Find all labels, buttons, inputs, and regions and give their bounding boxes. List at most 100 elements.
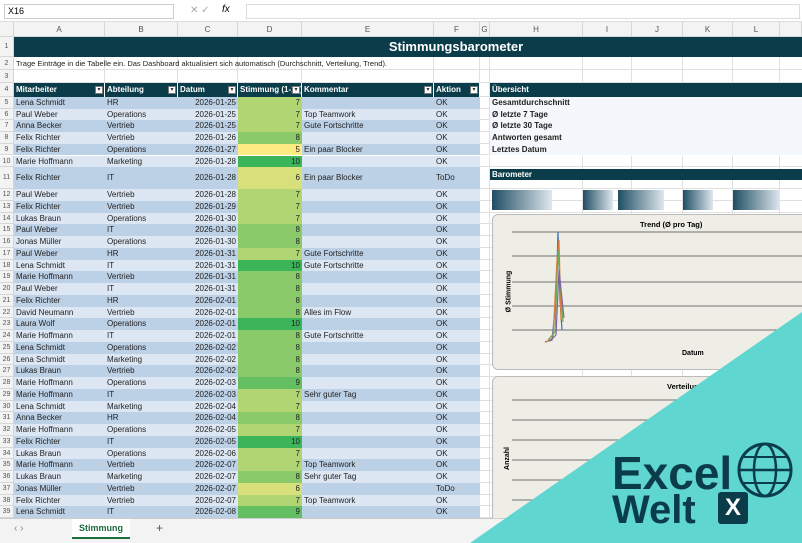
table-cell: Operations bbox=[105, 447, 178, 460]
filter-button[interactable]: ▾ bbox=[292, 86, 300, 94]
row-header[interactable]: 33 bbox=[0, 435, 14, 448]
row-header[interactable]: 14 bbox=[0, 212, 14, 225]
cell-grid bbox=[683, 155, 733, 168]
row-header[interactable]: 13 bbox=[0, 200, 14, 213]
row-header[interactable]: 25 bbox=[0, 341, 14, 354]
row-header[interactable]: 9 bbox=[0, 143, 14, 156]
row-header[interactable]: 23 bbox=[0, 318, 14, 331]
row-header[interactable]: 12 bbox=[0, 189, 14, 201]
table-cell: OK bbox=[434, 120, 480, 133]
table-header: Abteilung bbox=[105, 83, 178, 97]
table-cell: Operations bbox=[105, 236, 178, 248]
row-header[interactable]: 16 bbox=[0, 236, 14, 248]
column-header[interactable]: K bbox=[683, 22, 733, 37]
cell-grid bbox=[480, 155, 490, 168]
column-header[interactable]: F bbox=[434, 22, 480, 37]
row-header[interactable]: 15 bbox=[0, 224, 14, 237]
column-header[interactable]: A bbox=[14, 22, 105, 37]
table-cell: 8 bbox=[238, 224, 302, 237]
cell-grid bbox=[480, 435, 490, 448]
row-header[interactable]: 30 bbox=[0, 400, 14, 413]
row-header[interactable]: 11 bbox=[0, 167, 14, 190]
row-header[interactable]: 4 bbox=[0, 83, 14, 97]
row-header[interactable]: 2 bbox=[0, 57, 14, 70]
column-header[interactable]: J bbox=[632, 22, 683, 37]
column-header[interactable]: I bbox=[583, 22, 632, 37]
row-header[interactable]: 24 bbox=[0, 330, 14, 342]
table-cell: 2026-02-07 bbox=[178, 482, 238, 495]
formula-input[interactable] bbox=[246, 4, 800, 19]
overview-label: Antworten gesamt bbox=[492, 133, 562, 143]
row-header[interactable]: 6 bbox=[0, 108, 14, 121]
overview-row bbox=[490, 132, 802, 144]
row-header[interactable]: 18 bbox=[0, 259, 14, 272]
cell-grid bbox=[480, 200, 490, 213]
column-header[interactable]: H bbox=[490, 22, 583, 37]
row-header[interactable]: 28 bbox=[0, 377, 14, 389]
filter-button[interactable]: ▾ bbox=[168, 86, 176, 94]
table-cell: 2026-02-04 bbox=[178, 400, 238, 413]
row-header[interactable]: 20 bbox=[0, 283, 14, 295]
column-header[interactable]: E bbox=[302, 22, 434, 37]
sheet-tab[interactable]: Stimmung bbox=[72, 519, 130, 539]
row-header[interactable]: 10 bbox=[0, 155, 14, 168]
add-sheet[interactable]: + bbox=[156, 521, 164, 535]
filter-button[interactable]: ▾ bbox=[228, 86, 236, 94]
column-header[interactable]: G bbox=[480, 22, 490, 37]
filter-button[interactable]: ▾ bbox=[470, 86, 478, 94]
cell-grid bbox=[480, 412, 490, 425]
row-header[interactable]: 22 bbox=[0, 306, 14, 319]
table-cell: 10 bbox=[238, 259, 302, 272]
table-cell bbox=[302, 224, 434, 237]
table-cell: 7 bbox=[238, 459, 302, 472]
table-cell: Vertrieb bbox=[105, 200, 178, 213]
row-header[interactable]: 21 bbox=[0, 294, 14, 307]
table-cell: OK bbox=[434, 388, 480, 401]
row-header[interactable]: 5 bbox=[0, 97, 14, 109]
row-header[interactable]: 29 bbox=[0, 388, 14, 401]
table-cell: 8 bbox=[238, 412, 302, 425]
table-cell: Felix Richter bbox=[14, 494, 105, 507]
table-cell: OK bbox=[434, 447, 480, 460]
sheet-title: Stimmungsbarometer bbox=[388, 39, 524, 54]
column-header[interactable]: D bbox=[238, 22, 302, 37]
row-header[interactable]: 35 bbox=[0, 459, 14, 472]
row-header[interactable]: 27 bbox=[0, 365, 14, 378]
table-cell: 10 bbox=[238, 435, 302, 448]
row-header[interactable]: 34 bbox=[0, 447, 14, 460]
row-header[interactable]: 17 bbox=[0, 247, 14, 260]
table-cell: 2026-02-01 bbox=[178, 318, 238, 331]
table-cell: Gute Fortschritte bbox=[302, 247, 434, 260]
filter-button[interactable]: ▾ bbox=[95, 86, 103, 94]
row-header[interactable]: 1 bbox=[0, 37, 14, 57]
formula-bar: X16 ✕ ✓ fx bbox=[0, 0, 802, 22]
row-header[interactable]: 39 bbox=[0, 506, 14, 519]
x-axis-title: Datum bbox=[682, 350, 704, 357]
tab-nav[interactable]: ‹ › bbox=[14, 523, 24, 534]
column-header[interactable]: B bbox=[105, 22, 178, 37]
row-header[interactable]: 3 bbox=[0, 70, 14, 83]
row-header[interactable]: 38 bbox=[0, 494, 14, 507]
table-cell: 2026-02-01 bbox=[178, 306, 238, 319]
row-header[interactable]: 7 bbox=[0, 120, 14, 133]
row-header[interactable]: 8 bbox=[0, 132, 14, 144]
table-cell: Lukas Braun bbox=[14, 212, 105, 225]
filter-button[interactable]: ▾ bbox=[424, 86, 432, 94]
column-header[interactable]: C bbox=[178, 22, 238, 37]
cell-grid bbox=[14, 70, 105, 83]
table-cell: Top Teamwork bbox=[302, 459, 434, 472]
row-header[interactable]: 31 bbox=[0, 412, 14, 425]
row-header[interactable]: 36 bbox=[0, 471, 14, 483]
column-header[interactable]: L bbox=[733, 22, 780, 37]
overview-label: Ø letzte 30 Tage bbox=[492, 121, 553, 131]
cell-grid bbox=[480, 97, 490, 109]
table-cell: 2026-01-25 bbox=[178, 97, 238, 109]
row-header[interactable]: 37 bbox=[0, 482, 14, 495]
row-header[interactable]: 32 bbox=[0, 424, 14, 436]
fx-button[interactable]: fx bbox=[222, 4, 230, 15]
row-header[interactable]: 26 bbox=[0, 353, 14, 366]
name-box[interactable]: X16 bbox=[4, 4, 174, 19]
table-cell: OK bbox=[434, 189, 480, 201]
cell-grid bbox=[238, 70, 302, 83]
row-header[interactable]: 19 bbox=[0, 271, 14, 284]
